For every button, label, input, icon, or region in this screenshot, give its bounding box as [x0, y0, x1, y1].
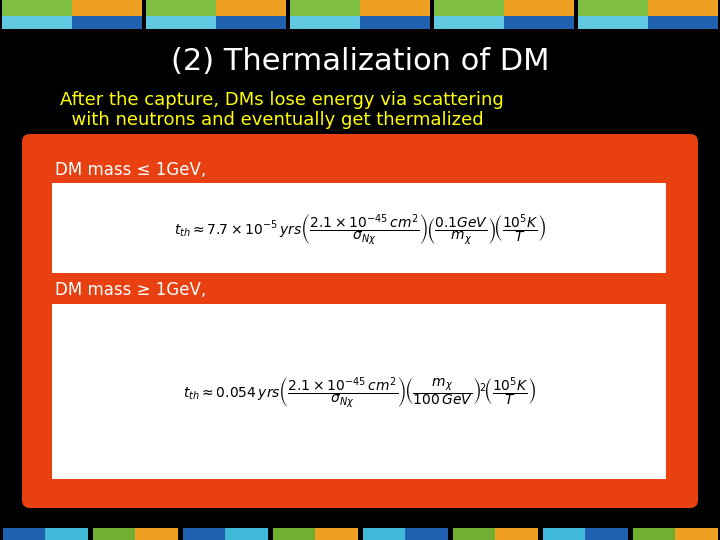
Bar	[146, 0, 216, 16]
Bar	[452, 528, 495, 540]
Text: (2) Thermalization of DM: (2) Thermalization of DM	[171, 48, 549, 77]
Bar	[504, 16, 574, 29]
Bar	[578, 16, 648, 29]
Bar	[648, 16, 718, 29]
Bar	[2, 0, 72, 16]
Bar	[315, 528, 358, 540]
Text: $t_{th} \approx 7.7 \times 10^{-5} \, yrs\left( \dfrac{2.1 \times 10^{-45}\,cm^2: $t_{th} \approx 7.7 \times 10^{-5} \, yr…	[174, 213, 546, 247]
Bar	[675, 528, 718, 540]
Bar	[272, 528, 315, 540]
Bar	[495, 528, 538, 540]
Bar	[290, 0, 360, 16]
Bar	[52, 183, 666, 273]
Text: $t_{th} \approx 0.054\,yrs\left( \dfrac{2.1 \times 10^{-45}\,cm^2}{\sigma_{N\chi: $t_{th} \approx 0.054\,yrs\left( \dfrac{…	[184, 376, 536, 410]
Text: with neutrons and eventually get thermalized: with neutrons and eventually get thermal…	[60, 111, 484, 129]
Text: DM mass ≥ 1GeV,: DM mass ≥ 1GeV,	[55, 281, 206, 299]
Text: After the capture, DMs lose energy via scattering: After the capture, DMs lose energy via s…	[60, 91, 504, 109]
Bar	[45, 528, 88, 540]
Bar	[52, 304, 666, 479]
Bar	[182, 528, 225, 540]
FancyBboxPatch shape	[22, 134, 698, 508]
Bar	[2, 16, 72, 29]
Bar	[146, 16, 216, 29]
Bar	[135, 528, 178, 540]
Bar	[434, 0, 504, 16]
Bar	[504, 0, 574, 16]
Bar	[434, 16, 504, 29]
Text: DM mass ≤ 1GeV,: DM mass ≤ 1GeV,	[55, 161, 206, 179]
Bar	[585, 528, 628, 540]
Bar	[72, 16, 142, 29]
Bar	[360, 16, 430, 29]
Bar	[225, 528, 268, 540]
Bar	[216, 0, 286, 16]
Bar	[578, 0, 648, 16]
Bar	[92, 528, 135, 540]
Bar	[72, 0, 142, 16]
Bar	[2, 528, 45, 540]
Bar	[648, 0, 718, 16]
Bar	[290, 16, 360, 29]
Bar	[362, 528, 405, 540]
Bar	[632, 528, 675, 540]
Bar	[360, 0, 430, 16]
Bar	[542, 528, 585, 540]
Bar	[216, 16, 286, 29]
Bar	[405, 528, 448, 540]
